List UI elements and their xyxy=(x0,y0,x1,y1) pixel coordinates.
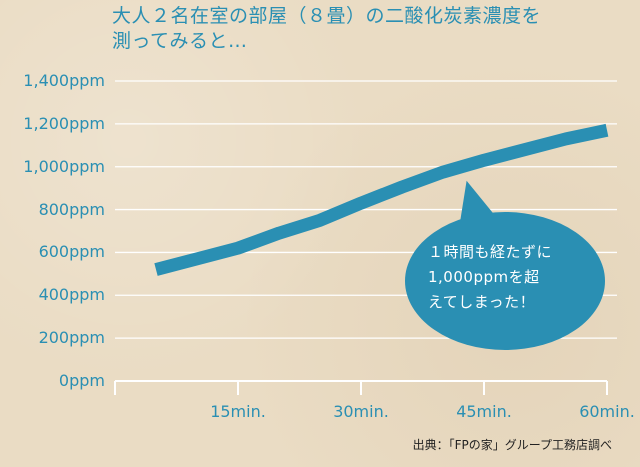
series-layer xyxy=(154,123,609,276)
x-tick-label-0: 15min. xyxy=(210,402,266,421)
chart-title-line-2: 測ってみると… xyxy=(112,30,248,52)
x-tick-label-3: 60min. xyxy=(579,402,635,421)
callout-line-2: 1,000ppmを超 xyxy=(428,268,540,286)
chart-title: 大人２名在室の部屋（８畳）の二酸化炭素濃度を 測ってみると… xyxy=(112,4,541,54)
y-tick-label-7: 1,400ppm xyxy=(23,71,105,90)
callout-bubble xyxy=(405,180,605,350)
chart-title-line-1: 大人２名在室の部屋（８畳）の二酸化炭素濃度を xyxy=(112,5,542,27)
callout-line-1: １時間も経たずに xyxy=(428,243,553,261)
y-tick-label-2: 400ppm xyxy=(38,285,105,305)
callout-text: １時間も経たずに 1,000ppmを超 えてしまった！ xyxy=(428,240,588,315)
x-tick-label-2: 45min. xyxy=(456,402,512,421)
y-tick-label-5: 1,000ppm xyxy=(23,156,105,176)
source-note: 出典：「FPの家」グループ工務店調べ xyxy=(412,438,612,452)
y-tick-label-1: 200ppm xyxy=(38,328,105,348)
y-tick-label-4: 800ppm xyxy=(38,199,105,219)
series-line-0 xyxy=(154,123,609,276)
y-tick-label-3: 600ppm xyxy=(38,242,105,262)
callout-ellipse xyxy=(405,212,605,350)
x-tick-label-1: 30min. xyxy=(333,402,389,421)
callout-line-3: えてしまった！ xyxy=(428,293,536,311)
y-tick-label-6: 1,200ppm xyxy=(23,113,105,133)
y-tick-label-0: 0ppm xyxy=(58,371,105,390)
x-axis xyxy=(114,380,608,395)
